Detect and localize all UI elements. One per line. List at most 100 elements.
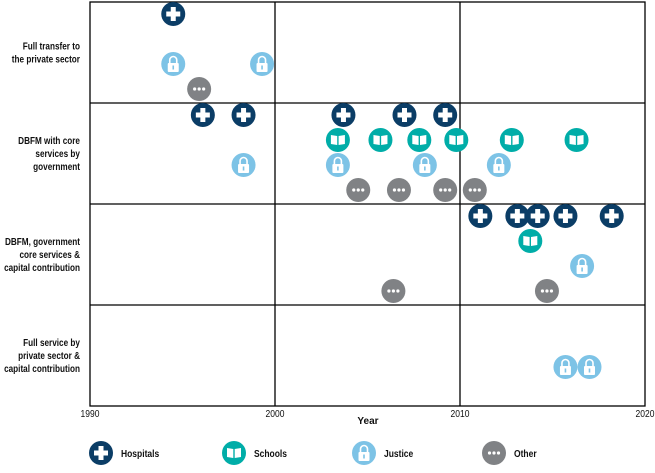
marker-circle [325, 128, 350, 152]
x-tick-label: 2020 [636, 408, 655, 419]
legend-label: Justice [384, 448, 413, 459]
marker-circle [564, 128, 589, 152]
dots-icon [401, 188, 406, 192]
row-label: DBFM with core [18, 135, 80, 146]
row-label: Full service by [23, 337, 81, 348]
dots-icon [496, 451, 501, 455]
data-point-schools [325, 128, 350, 152]
legend-label: Schools [254, 448, 287, 459]
book-icon [412, 135, 427, 145]
data-point-justice [553, 355, 578, 379]
lock-icon [333, 156, 343, 164]
book-icon [227, 448, 241, 458]
dots-icon [492, 451, 496, 455]
dots-icon [193, 87, 197, 91]
dots-icon [468, 188, 472, 192]
dots-icon [361, 188, 365, 192]
data-point-other [386, 178, 411, 202]
lock-icon [257, 55, 267, 63]
data-point-hospitals [599, 204, 624, 228]
row-label: capital contribution [4, 363, 80, 374]
lock-keyhole [261, 65, 263, 70]
row-label: private sector & [18, 350, 80, 361]
lock-icon [585, 358, 594, 366]
data-point-justice [412, 153, 437, 177]
x-axis-title: Year [357, 416, 378, 427]
lock-keyhole [498, 166, 500, 171]
data-point-hospitals [525, 204, 550, 228]
lock-keyhole [337, 166, 339, 171]
data-point-justice [570, 254, 595, 278]
dots-icon [392, 188, 397, 192]
data-point-schools [564, 128, 589, 152]
lock-keyhole [242, 166, 245, 171]
data-point-other [462, 178, 487, 202]
data-point-hospitals [190, 103, 215, 127]
data-point-hospitals [505, 204, 530, 228]
plus-icon [558, 213, 573, 219]
plus-icon [473, 213, 488, 219]
data-point-schools [368, 128, 393, 152]
dots-icon [477, 188, 481, 192]
plus-icon [166, 11, 181, 17]
dots-icon [448, 188, 452, 192]
dots-icon [439, 188, 443, 192]
data-point-schools [499, 128, 524, 152]
data-point-hospitals [553, 204, 578, 228]
data-point-other [433, 178, 458, 202]
dots-icon [356, 188, 360, 192]
plus-icon [438, 112, 453, 118]
row-label: the private sector [12, 54, 81, 65]
book-icon [373, 135, 388, 145]
lock-icon [494, 156, 504, 164]
lock-icon [420, 156, 430, 164]
legend-label: Other [514, 448, 537, 459]
legend-item-other: Other [482, 441, 537, 465]
plus-icon [94, 450, 108, 456]
row-label: services by [35, 148, 80, 159]
lock-keyhole [564, 368, 567, 373]
data-point-justice [325, 153, 350, 177]
dots-icon [540, 289, 545, 293]
book-icon [330, 135, 345, 145]
marker-circle [518, 229, 543, 253]
lock-icon [577, 257, 587, 265]
dots-icon [549, 289, 554, 293]
lock-icon [239, 156, 248, 164]
lock-keyhole [424, 166, 426, 171]
lock-keyhole [588, 368, 591, 373]
book-icon [504, 135, 519, 145]
dots-icon [387, 289, 391, 293]
marker-circle [499, 128, 524, 152]
data-point-hospitals [161, 2, 186, 26]
dots-icon [391, 289, 395, 293]
lock-icon [561, 358, 570, 366]
row-label: capital contribution [4, 262, 80, 273]
data-point-justice [231, 153, 256, 177]
plus-icon [336, 112, 351, 118]
legend-item-justice: Justice [352, 441, 413, 465]
dots-icon [202, 87, 206, 91]
marker-circle [444, 128, 469, 152]
book-icon [569, 135, 584, 145]
marker-circle [368, 128, 393, 152]
row-label: Full transfer to [23, 41, 81, 52]
plus-icon [236, 112, 251, 118]
data-point-other [346, 178, 371, 202]
data-point-justice [161, 52, 186, 76]
marker-circle [407, 128, 432, 152]
row-label: DBFM, government [5, 236, 80, 247]
lock-keyhole [363, 454, 365, 459]
legend-item-schools: Schools [222, 441, 287, 465]
plus-icon [397, 112, 412, 118]
data-point-hospitals [392, 103, 417, 127]
dots-icon [473, 188, 477, 192]
book-icon [523, 236, 538, 246]
data-point-justice [577, 355, 602, 379]
x-tick-label: 2000 [266, 408, 285, 419]
dots-icon [396, 289, 400, 293]
data-point-hospitals [433, 103, 458, 127]
x-tick-label: 1990 [81, 408, 100, 419]
data-point-hospitals [331, 103, 356, 127]
data-point-justice [486, 153, 511, 177]
